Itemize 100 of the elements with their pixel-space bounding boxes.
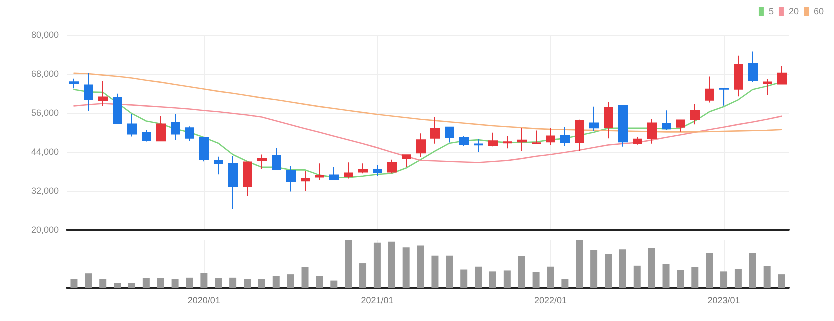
bar [316, 276, 324, 288]
bar [417, 246, 424, 288]
bar [518, 256, 526, 288]
candlestick [402, 154, 411, 168]
candlestick [459, 136, 469, 147]
candlestick [416, 133, 426, 158]
bar [634, 266, 641, 288]
bar [70, 279, 78, 288]
candlestick [560, 126, 570, 147]
bar [720, 272, 728, 288]
bar [388, 242, 396, 288]
legend-label: 60 [814, 6, 824, 16]
bar [692, 267, 699, 288]
candlestick [748, 51, 758, 83]
candlestick [142, 130, 151, 142]
bar [648, 248, 656, 288]
bar [504, 270, 511, 288]
candlestick [604, 102, 613, 140]
candlestick [257, 154, 267, 170]
bar [302, 267, 309, 288]
bar [374, 242, 381, 288]
bar [244, 279, 251, 288]
bar [460, 270, 468, 288]
candlestick [358, 163, 368, 174]
bar [272, 276, 280, 288]
bar [402, 248, 410, 288]
candlestick [503, 135, 512, 150]
candlestick [214, 156, 223, 176]
bar [287, 274, 294, 288]
bar [200, 273, 208, 288]
candlestick [84, 72, 93, 112]
bar [547, 266, 554, 288]
candlestick [532, 130, 541, 146]
candlestick [315, 163, 324, 181]
y-tick-label: 20,000 [31, 225, 59, 235]
bar [475, 266, 482, 288]
bar [677, 270, 684, 288]
candlestick [662, 110, 671, 131]
candlestick [113, 93, 122, 125]
x-tick-label: 2022/01 [534, 296, 568, 306]
candlestick [301, 170, 310, 192]
bar [778, 274, 786, 288]
candlestick [517, 128, 527, 152]
legend-label: 5 [768, 6, 774, 16]
y-tick-label: 32,000 [31, 186, 59, 196]
bar [432, 256, 439, 288]
candlestick [156, 116, 166, 142]
bar [532, 272, 540, 288]
candlestick [690, 104, 700, 126]
candlestick [286, 166, 296, 192]
line-series [74, 72, 782, 133]
candlestick [763, 78, 772, 96]
bar [662, 264, 670, 288]
candlestick [344, 162, 353, 180]
bar [128, 283, 136, 288]
candlestick [676, 120, 685, 132]
bar [590, 250, 598, 288]
bar [360, 264, 367, 288]
bar [258, 279, 266, 288]
bar [230, 278, 237, 288]
bar [186, 278, 194, 288]
candlestick [228, 156, 238, 210]
candlestick [474, 138, 483, 153]
bar [157, 278, 164, 288]
candlestick [589, 106, 599, 132]
candlestick [546, 128, 555, 146]
bar [172, 279, 179, 288]
candlestick [199, 137, 209, 162]
candlestick [488, 132, 498, 148]
candlestick [575, 119, 584, 152]
y-tick-label: 44,000 [31, 147, 59, 157]
candlestick [618, 104, 628, 148]
candlestick [445, 126, 454, 144]
candlestick [185, 126, 194, 142]
bar [85, 274, 92, 288]
candlestick [98, 80, 108, 107]
bar [215, 278, 222, 288]
candlestick [705, 76, 714, 104]
bar [489, 272, 496, 288]
candlestick [777, 66, 787, 85]
candlestick [734, 55, 743, 98]
candlestick [430, 116, 440, 144]
y-tick-label: 56,000 [31, 108, 59, 118]
candlestick [633, 136, 642, 146]
candlestick [373, 164, 382, 177]
x-tick-label: 2020/01 [188, 296, 220, 306]
bar [562, 279, 569, 288]
bar [345, 240, 352, 288]
candlestick [719, 88, 729, 106]
bar [605, 254, 612, 288]
candlestick [387, 159, 397, 174]
bar [114, 283, 122, 288]
candlestick [647, 119, 657, 144]
candlestick [171, 114, 180, 141]
bar [706, 253, 714, 288]
legend-label: 20 [788, 6, 799, 16]
bar [446, 256, 454, 288]
bar [576, 240, 584, 288]
candlestick [329, 166, 339, 180]
candlestick [272, 148, 281, 170]
